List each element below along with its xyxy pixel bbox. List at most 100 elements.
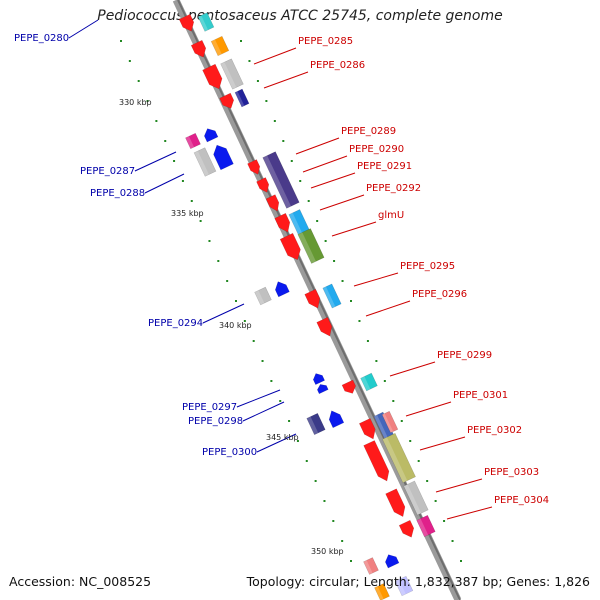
tick-mark	[146, 100, 149, 102]
label-connector	[435, 478, 483, 493]
genome-summary: Topology: circular; Length: 1,832,387 bp…	[246, 574, 590, 589]
tick-mark	[341, 540, 344, 542]
tick-mark	[451, 540, 454, 542]
gene-box	[322, 283, 342, 309]
tick-mark	[307, 200, 310, 202]
gene-label-forward: PEPE_0303	[484, 467, 539, 478]
gene-label-forward: PEPE_0302	[467, 425, 522, 436]
tick-mark	[392, 400, 395, 402]
tick-mark	[290, 160, 293, 162]
gene-arrow-forward	[219, 92, 234, 109]
gene-label-reverse: PEPE_0287	[80, 166, 135, 177]
tick-mark	[341, 280, 344, 282]
gene-arrow-forward	[385, 488, 406, 518]
gene-label-forward: PEPE_0292	[366, 183, 421, 194]
gene-labels: PEPE_0285 PEPE_0286 PEPE_0289 PEPE_0290 PEPE…	[14, 33, 549, 506]
tick-mark	[137, 80, 140, 82]
tick-mark	[417, 460, 420, 462]
kbp-label: 350 kbp	[311, 547, 344, 556]
tick-mark	[366, 340, 369, 342]
gene-arrow-forward	[279, 232, 301, 261]
tick-mark	[434, 500, 437, 502]
tick-mark	[226, 280, 229, 282]
gene-arrow-reverse	[312, 373, 325, 385]
tick-mark	[332, 520, 335, 522]
gene-arrow-forward	[265, 194, 280, 212]
tick-mark	[460, 560, 462, 562]
tick-mark	[243, 320, 246, 322]
gene-arrow-reverse	[275, 281, 290, 298]
tick-mark	[426, 480, 429, 482]
tick-mark	[350, 300, 352, 302]
label-connector	[365, 300, 411, 317]
gene-label-forward: PEPE_0296	[412, 289, 467, 300]
gene-arrow-forward	[363, 440, 390, 482]
label-connector	[202, 303, 245, 324]
gene-arrow-forward	[304, 288, 321, 309]
tick-mark	[128, 60, 131, 62]
label-connector	[405, 401, 452, 417]
tick-mark	[248, 60, 251, 62]
gene-label-reverse: PEPE_0294	[148, 318, 203, 329]
scale-ticks	[120, 40, 462, 562]
gene-arrow-forward	[190, 39, 207, 58]
tick-mark	[155, 120, 158, 122]
tick-mark	[400, 420, 403, 422]
gene-box	[254, 286, 272, 306]
kbp-scale-labels: 330 kbp 335 kbp 340 kbp 345 kbp 350 kbp	[119, 98, 344, 556]
tick-mark	[164, 140, 167, 142]
accession-label: Accession: NC_008525	[9, 574, 152, 589]
label-connector	[253, 47, 297, 65]
label-connector-lines	[68, 19, 493, 520]
gene-arrow-forward	[316, 316, 333, 337]
gene-label-reverse: PEPE_0280	[14, 33, 69, 44]
label-connector	[236, 389, 281, 408]
tick-mark	[252, 340, 255, 342]
tick-mark	[383, 380, 386, 382]
gene-arrow-forward	[178, 13, 195, 32]
tick-mark	[217, 260, 220, 262]
tick-mark	[296, 440, 299, 442]
gene-box	[197, 12, 215, 32]
label-connector	[242, 401, 285, 422]
gene-arrow-reverse	[204, 128, 219, 143]
label-connector	[319, 194, 365, 211]
tick-mark	[173, 160, 176, 162]
tick-mark	[443, 520, 446, 522]
gene-label-reverse: PEPE_0300	[202, 447, 257, 458]
gene-arrow-forward	[398, 519, 415, 538]
tick-mark	[256, 80, 259, 82]
kbp-label: 335 kbp	[171, 209, 204, 218]
label-connector	[353, 272, 399, 287]
gene-box	[381, 410, 399, 434]
tick-mark	[282, 140, 285, 142]
gene-arrow-forward	[256, 177, 270, 193]
tick-mark	[333, 260, 336, 262]
label-connector	[419, 436, 466, 451]
gene-label-forward: PEPE_0299	[437, 350, 492, 361]
label-connector	[389, 361, 436, 377]
gene-box	[210, 35, 230, 57]
gene-box	[360, 372, 378, 392]
tick-mark	[299, 180, 302, 182]
tick-mark	[208, 240, 211, 242]
tick-mark	[409, 440, 412, 442]
gene-box	[193, 147, 217, 177]
gene-arrow-reverse	[317, 384, 329, 395]
label-connector	[302, 155, 348, 173]
tick-mark	[261, 360, 264, 362]
gene-box	[363, 557, 379, 575]
gene-label-reverse: PEPE_0298	[188, 416, 243, 427]
label-connector	[331, 221, 377, 237]
gene-features	[178, 12, 436, 600]
tick-mark	[358, 320, 361, 322]
gene-box	[288, 209, 310, 235]
gene-arrow-forward	[274, 212, 291, 233]
tick-mark	[235, 300, 237, 302]
tick-mark	[305, 460, 308, 462]
kbp-label: 345 kbp	[266, 433, 299, 442]
gene-box	[185, 132, 201, 150]
gene-box	[394, 575, 414, 597]
